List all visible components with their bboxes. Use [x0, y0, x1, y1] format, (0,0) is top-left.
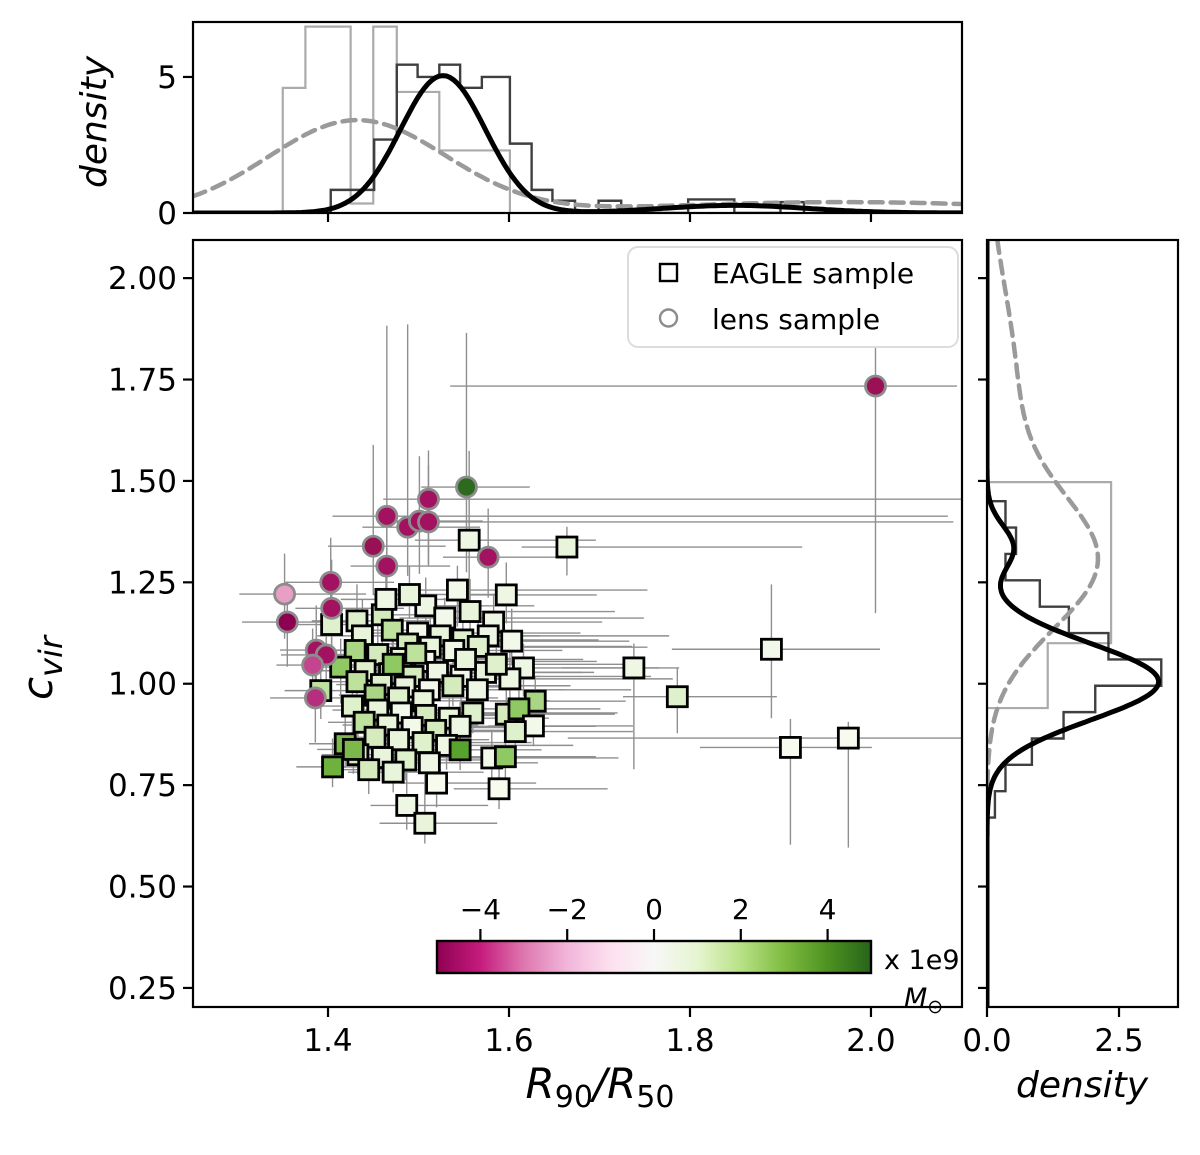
lens-point: [273, 582, 296, 606]
lens-point: [320, 596, 344, 620]
y-tick-label: 0.50: [108, 870, 177, 906]
eagle-point: [417, 751, 441, 775]
legend-label-eagle: EAGLE sample: [712, 257, 914, 290]
right-marginal-content: [987, 240, 1163, 1007]
eagle-point: [374, 587, 398, 611]
y-tick-label: 0.75: [108, 768, 177, 804]
legend-label-lens: lens sample: [712, 303, 880, 336]
x-tick-label: 1.4: [303, 1023, 352, 1059]
lens-point: [417, 510, 440, 534]
legend-square-marker-icon: [658, 262, 679, 283]
colorbar-tick-label: 2: [732, 893, 750, 926]
eagle-point: [457, 528, 481, 552]
eagle-point: [321, 755, 344, 779]
x-axis-label: R90/R50: [526, 1059, 675, 1115]
main-panel: [191, 238, 964, 1009]
colorbar-layer: −4 −2 0 2 4: [435, 893, 873, 975]
eagle-point: [622, 656, 646, 680]
top-histogram: [329, 63, 806, 213]
lens-point: [275, 610, 299, 634]
lens-point: [476, 545, 500, 569]
y-axis-label: cvir: [13, 634, 70, 700]
lens-point: [417, 487, 440, 511]
eagle-point: [404, 641, 428, 665]
eagle-point: [446, 578, 469, 602]
eagle-point: [836, 726, 860, 750]
eagle-point: [487, 777, 511, 801]
top-y-tick-label: 5: [157, 60, 177, 96]
right-histogram: [987, 481, 1113, 710]
x-tick-label: 1.8: [665, 1023, 714, 1059]
eagle-point: [448, 714, 472, 738]
eagle-point: [441, 674, 465, 698]
eagle-point: [494, 583, 518, 607]
eagle-point: [454, 647, 477, 671]
lens-point: [361, 534, 385, 558]
scatter-points-layer: [273, 374, 887, 835]
eagle-point: [555, 535, 579, 559]
y-tick-label: 0.25: [108, 971, 177, 1007]
lens-point: [303, 686, 327, 710]
right-density-label: density: [1016, 1065, 1149, 1106]
eagle-point: [398, 583, 421, 606]
right-kde-curve: [987, 240, 1162, 1007]
y-tick-label: 1.50: [108, 464, 177, 500]
right-marginal-panel: [985, 238, 1180, 1009]
eagle-point: [493, 745, 517, 769]
eagle-point: [665, 685, 689, 709]
eagle-point: [413, 811, 437, 835]
y-tick-label: 2.00: [108, 261, 177, 297]
axis-ticks-layer: 1.4 1.6 1.8 2.0 2.00 1.75 1.50 1.25 1.00 0.75 0.50…: [108, 60, 1144, 1059]
colorbar-tick-label: −2: [547, 893, 588, 926]
eagle-point: [507, 697, 531, 721]
lens-point: [301, 653, 325, 677]
top-kde-curve: [193, 117, 962, 209]
top-marginal-panel: [191, 20, 964, 215]
eagle-point: [503, 720, 527, 743]
y-tick-label: 1.75: [108, 363, 177, 399]
colorbar-tick-label: 0: [645, 893, 663, 926]
y-tick-label: 1.00: [108, 667, 177, 703]
lens-point: [375, 554, 399, 578]
eagle-point: [357, 758, 381, 782]
eagle-point: [381, 652, 405, 676]
right-x-tick-label: 2.5: [1094, 1023, 1143, 1059]
lens-point: [455, 475, 478, 499]
lens-point: [319, 570, 343, 594]
legend-box: [627, 246, 959, 348]
eagle-point: [448, 738, 472, 762]
eagle-point: [465, 678, 489, 702]
lens-point: [864, 374, 887, 398]
lens-point: [375, 504, 399, 528]
top-y-tick-label: 0: [157, 196, 177, 232]
eagle-point: [500, 629, 524, 653]
eagle-point: [425, 771, 449, 795]
top-histogram: [281, 25, 512, 213]
eagle-point: [341, 738, 365, 761]
colorbar-gradient: [435, 939, 873, 975]
colorbar-unit-label: M⊙: [904, 983, 943, 1018]
y-tick-label: 1.25: [108, 565, 177, 601]
eagle-point: [779, 736, 802, 759]
eagle-point: [395, 794, 419, 817]
colorbar-tick-label: −4: [460, 893, 501, 926]
legend: EAGLE sample lens sample: [627, 246, 959, 348]
eagle-point: [760, 637, 783, 661]
colorbar-tick-label: 4: [819, 893, 837, 926]
eagle-point: [381, 760, 405, 784]
legend-circle-marker-icon: [658, 308, 679, 328]
x-tick-label: 2.0: [846, 1023, 895, 1059]
eagle-point: [484, 652, 508, 676]
right-x-tick-label: 0.0: [962, 1023, 1011, 1059]
eagle-point: [458, 600, 482, 623]
eagle-point: [345, 670, 369, 694]
top-kde-curve: [193, 73, 962, 213]
top-density-label: density: [74, 55, 115, 188]
colorbar-exponent-label: x 1e9: [884, 945, 960, 976]
x-tick-label: 1.6: [484, 1023, 533, 1059]
right-kde-curve: [987, 240, 1101, 1007]
top-marginal-content: [193, 25, 962, 213]
